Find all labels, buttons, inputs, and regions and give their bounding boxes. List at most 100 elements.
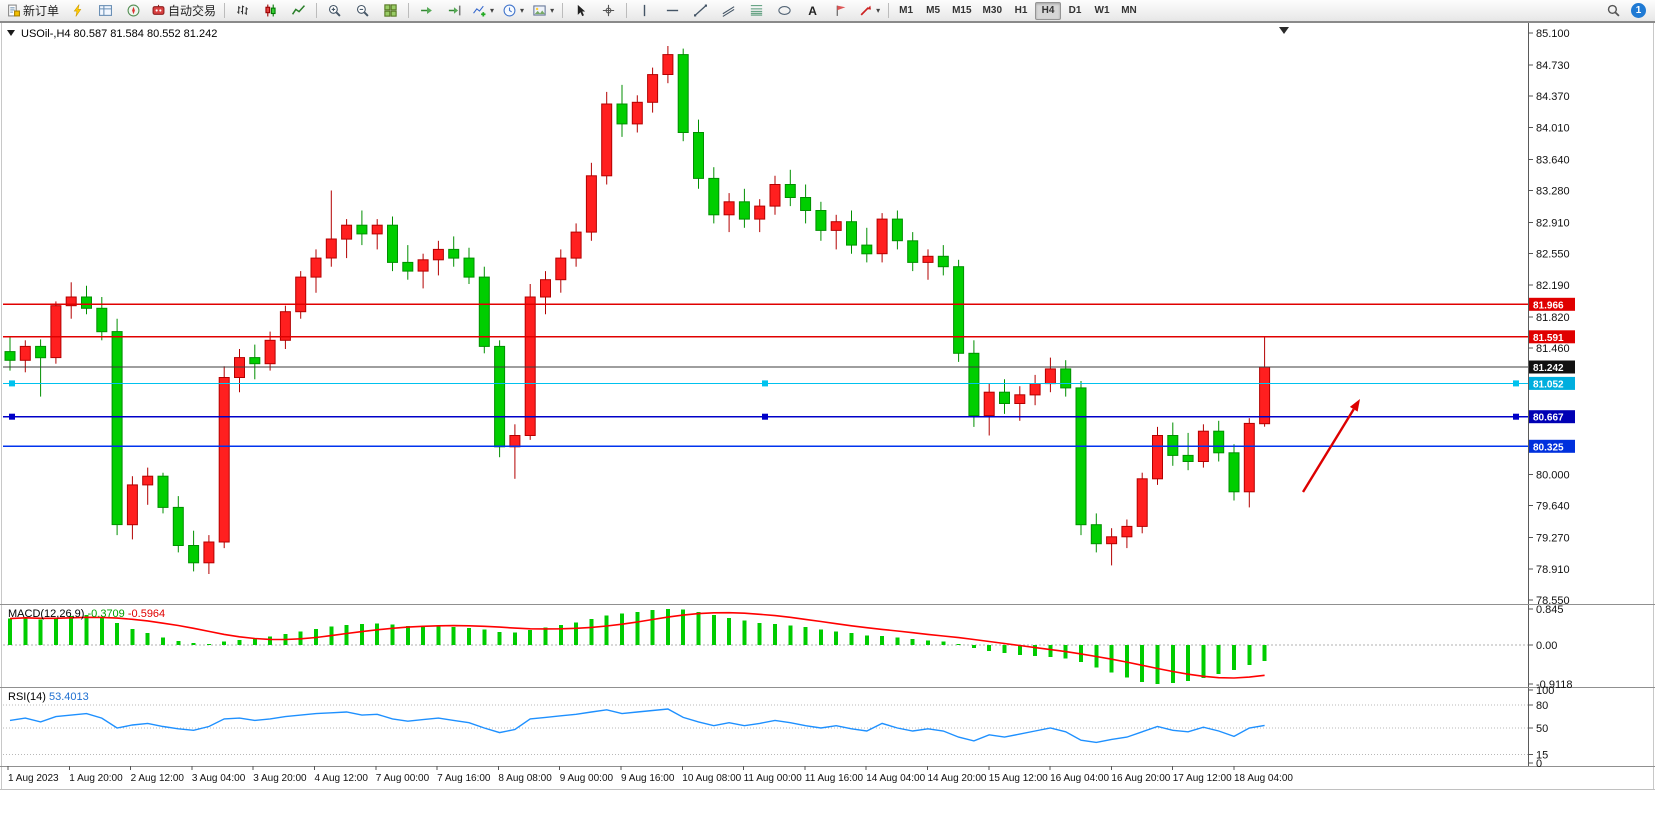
candle-body: [372, 225, 382, 234]
candle-body: [1183, 455, 1193, 461]
candle-body: [296, 277, 306, 312]
periods-icon: [503, 4, 516, 17]
candle-body: [602, 104, 612, 176]
time-tick-label: 18 Aug 04:00: [1234, 773, 1293, 784]
auto-scroll-button[interactable]: [413, 0, 440, 21]
candle-body: [1229, 453, 1239, 492]
line-handle[interactable]: [762, 414, 768, 420]
price-tick-label: 81.820: [1536, 312, 1570, 324]
candle-body: [280, 312, 290, 341]
toolbar: 新订单自动交易▾▾▾A▾M1M5M15M30H1H4D1W1MN 1: [0, 0, 1655, 22]
tile-windows-icon: [384, 4, 397, 17]
line-chart-mode-button[interactable]: [285, 0, 312, 21]
notification-badge[interactable]: 1: [1631, 3, 1646, 18]
horizontal-line-tool-icon: [666, 4, 679, 17]
candle-body: [541, 280, 551, 297]
candle-body: [1168, 436, 1178, 456]
rsi-tick-label: 0: [1536, 758, 1542, 770]
symbol-dropdown-icon[interactable]: [7, 30, 15, 36]
candle-body: [357, 225, 367, 234]
timeframe-button-mn[interactable]: MN: [1116, 2, 1142, 20]
candle-body: [556, 258, 566, 280]
trendline-tool-icon: [694, 4, 707, 17]
tile-windows-button[interactable]: [377, 0, 404, 21]
text-tool-button[interactable]: A: [799, 0, 826, 21]
line-handle[interactable]: [9, 380, 15, 386]
candle-body: [694, 133, 704, 179]
shapes-tool-button[interactable]: [771, 0, 798, 21]
chart-shift-button[interactable]: [441, 0, 468, 21]
templates-icon: [533, 4, 546, 17]
timeframe-button-d1[interactable]: D1: [1062, 2, 1088, 20]
price-tick-label: 82.550: [1536, 249, 1570, 261]
candle-body: [1122, 526, 1132, 536]
candle-body: [816, 211, 826, 231]
price-tick-label: 84.010: [1536, 122, 1570, 134]
navigator-button[interactable]: [120, 0, 147, 21]
horizontal-line-tool-button[interactable]: [659, 0, 686, 21]
market-watch-button[interactable]: [92, 0, 119, 21]
price-tag-label: 81.242: [1533, 363, 1564, 374]
auto-trading-button[interactable]: 自动交易: [148, 0, 220, 21]
time-tick-label: 11 Aug 16:00: [805, 773, 864, 784]
main-pane: USOil-,H4 80.587 81.584 80.552 81.242: [3, 27, 1528, 574]
indicators-button[interactable]: ▾: [469, 0, 498, 21]
candle-body: [495, 346, 505, 446]
chart-title: USOil-,H4 80.587 81.584 80.552 81.242: [21, 28, 217, 40]
candlestick-mode-button[interactable]: [257, 0, 284, 21]
candle-body: [158, 476, 168, 507]
bar-chart-mode-button[interactable]: [229, 0, 256, 21]
time-tick-label: 1 Aug 20:00: [69, 773, 123, 784]
line-handle[interactable]: [1513, 380, 1519, 386]
timeframe-button-m30[interactable]: M30: [978, 2, 1007, 20]
arrow-tools-icon: [859, 4, 872, 17]
timeframe-button-w1[interactable]: W1: [1089, 2, 1115, 20]
candle-body: [923, 256, 933, 262]
candle-body: [1214, 431, 1224, 453]
fibonacci-tool-button[interactable]: [743, 0, 770, 21]
vertical-line-tool-icon: [638, 4, 651, 17]
crosshair-tool-button[interactable]: [595, 0, 622, 21]
candle-body: [97, 308, 107, 331]
channel-tool-icon: [722, 4, 735, 17]
cursor-tool-button[interactable]: [567, 0, 594, 21]
new-order-button[interactable]: 新订单: [3, 0, 63, 21]
rsi-label: RSI(14) 53.4013: [8, 691, 89, 703]
zoom-out-button[interactable]: [349, 0, 376, 21]
trendline-tool-button[interactable]: [687, 0, 714, 21]
line-handle[interactable]: [1513, 414, 1519, 420]
timeframe-button-h1[interactable]: H1: [1008, 2, 1034, 20]
time-tick-label: 16 Aug 04:00: [1050, 773, 1109, 784]
candle-body: [969, 353, 979, 415]
candle-body: [785, 185, 795, 198]
candle-body: [632, 102, 642, 124]
trend-arrow[interactable]: [1303, 409, 1354, 492]
channel-tool-button[interactable]: [715, 0, 742, 21]
search-button[interactable]: [1600, 0, 1627, 21]
auto-trading-icon: [152, 4, 165, 17]
fibonacci-tool-icon: [750, 4, 763, 17]
line-handle[interactable]: [762, 380, 768, 386]
price-tick-label: 82.190: [1536, 280, 1570, 292]
candle-body: [449, 249, 459, 258]
periods-button[interactable]: ▾: [499, 0, 528, 21]
candle-body: [678, 55, 688, 133]
chart-area[interactable]: USOil-,H4 80.587 81.584 80.552 81.24285.…: [0, 0, 1655, 832]
chart-shift-marker[interactable]: [1279, 27, 1289, 34]
templates-button[interactable]: ▾: [529, 0, 558, 21]
label-tool-button[interactable]: [827, 0, 854, 21]
time-tick-label: 7 Aug 16:00: [437, 773, 491, 784]
timeframe-button-m15[interactable]: M15: [947, 2, 976, 20]
macd-tick-label: 0.00: [1536, 640, 1557, 652]
time-tick-label: 1 Aug 2023: [8, 773, 59, 784]
vertical-line-tool-button[interactable]: [631, 0, 658, 21]
zoom-in-button[interactable]: [321, 0, 348, 21]
arrow-tools-button[interactable]: ▾: [855, 0, 884, 21]
price-tag-label: 81.966: [1533, 300, 1564, 311]
line-handle[interactable]: [9, 414, 15, 420]
timeframe-button-m5[interactable]: M5: [920, 2, 946, 20]
timeframe-button-m1[interactable]: M1: [893, 2, 919, 20]
one-click-trading-button[interactable]: [64, 0, 91, 21]
timeframe-button-h4[interactable]: H4: [1035, 2, 1061, 20]
trend-arrow-head[interactable]: [1350, 399, 1360, 412]
